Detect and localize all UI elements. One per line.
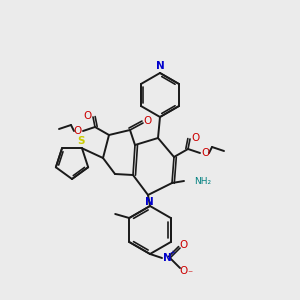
Text: NH₂: NH₂: [194, 176, 211, 185]
Text: O: O: [180, 240, 188, 250]
Text: N: N: [156, 61, 164, 71]
Text: O: O: [191, 133, 199, 143]
Text: ⁻: ⁻: [188, 269, 193, 279]
Text: O: O: [144, 116, 152, 126]
Text: O: O: [74, 126, 82, 136]
Text: N: N: [145, 197, 153, 207]
Text: +: +: [169, 250, 175, 256]
Text: N: N: [163, 253, 171, 263]
Text: O: O: [201, 148, 209, 158]
Text: O: O: [84, 111, 92, 121]
Text: O: O: [180, 266, 188, 276]
Text: S: S: [77, 136, 85, 146]
